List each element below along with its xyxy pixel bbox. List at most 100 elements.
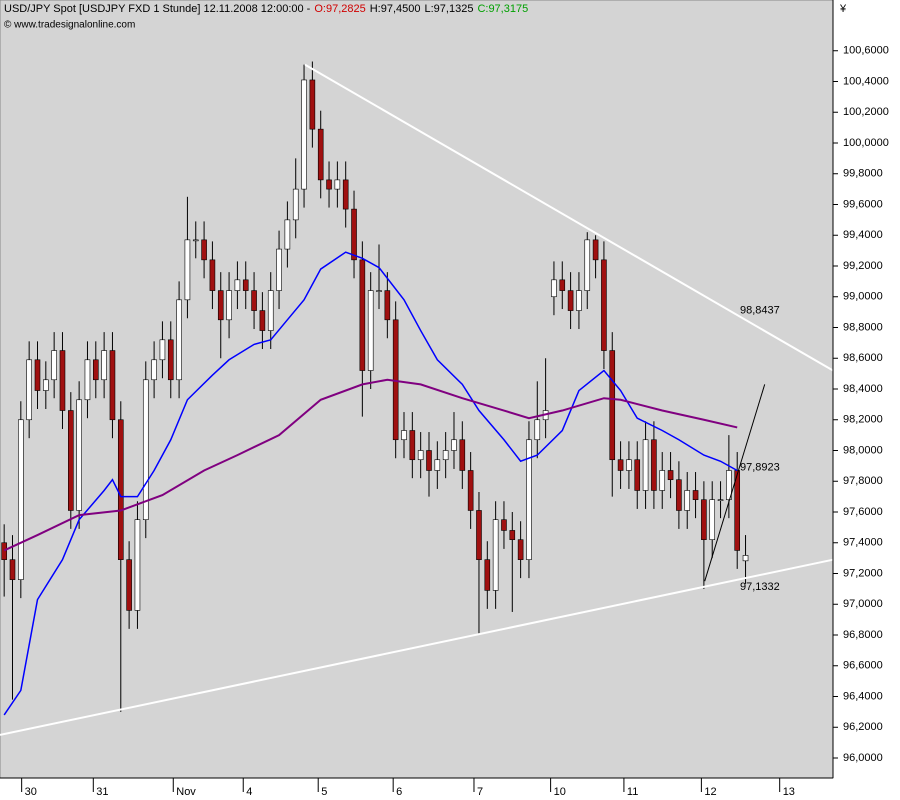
candle-body — [567, 290, 574, 311]
candle-body — [684, 490, 691, 511]
candle-body — [501, 519, 507, 531]
ohlc-label: C:97,3175 — [477, 3, 528, 15]
x-tick-label: 30 — [25, 786, 37, 798]
candle-body — [601, 259, 607, 351]
x-tick-label: 13 — [783, 786, 795, 798]
candle-body — [276, 248, 282, 291]
candle-body — [342, 179, 349, 210]
y-axis-label: ¥ — [839, 3, 847, 15]
candle-body — [284, 219, 291, 250]
candle-body — [142, 379, 149, 520]
candle-body — [51, 350, 57, 381]
x-tick-label: 31 — [96, 786, 108, 798]
candle-body — [1, 542, 7, 560]
candle-body — [84, 359, 91, 401]
candle-body — [667, 470, 674, 481]
subtitle: © www.tradesignalonline.com — [4, 20, 135, 31]
y-tick-label: 97,6000 — [843, 506, 883, 518]
y-tick-label: 99,6000 — [843, 198, 883, 210]
candle-body — [709, 499, 716, 540]
candle-body — [176, 299, 182, 381]
candle-body — [384, 290, 391, 321]
y-tick-label: 99,0000 — [843, 291, 883, 303]
y-tick-label: 99,2000 — [843, 260, 883, 272]
y-tick-label: 100,2000 — [843, 106, 889, 118]
y-tick-label: 98,8000 — [843, 321, 883, 333]
candle-body — [376, 290, 382, 292]
trend-line — [0, 558, 834, 736]
x-tick-label: 7 — [477, 786, 483, 798]
chart-title: USD/JPY Spot [USDJPY FXD 1 Stunde] 12.11… — [4, 3, 311, 15]
y-tick-label: 99,4000 — [843, 229, 883, 241]
candle-body — [717, 499, 724, 502]
average-line — [3, 378, 738, 552]
candle-body — [192, 239, 199, 242]
y-tick-label: 97,4000 — [843, 537, 883, 549]
y-tick-label: 96,2000 — [843, 721, 883, 733]
candle-body — [59, 350, 66, 411]
x-tick-label: 6 — [396, 786, 402, 798]
candle-body — [267, 290, 274, 331]
candle-body — [451, 439, 457, 451]
y-tick-label: 99,8000 — [843, 168, 883, 180]
candle-body — [167, 339, 174, 381]
candle-body — [476, 510, 482, 560]
candle-body — [442, 450, 449, 461]
candle-body — [317, 128, 324, 181]
candle-body — [576, 290, 582, 311]
candle-body — [484, 559, 491, 591]
candle-body — [159, 339, 166, 361]
candle-body — [92, 359, 99, 381]
candle-body — [18, 419, 24, 580]
candle-body — [584, 239, 591, 291]
candle-body — [301, 79, 307, 190]
plot-area — [0, 0, 834, 779]
candle-body — [201, 239, 207, 261]
trend-line — [704, 384, 766, 582]
candle-body — [509, 530, 516, 540]
y-tick-label: 98,0000 — [843, 444, 883, 456]
candle-body — [467, 470, 474, 511]
candle-body — [659, 470, 666, 491]
trend-line — [304, 63, 834, 372]
candle-body — [701, 499, 707, 540]
trend-label: 98,8437 — [740, 305, 780, 317]
candle-body — [459, 439, 466, 471]
candle-body — [9, 559, 16, 580]
candle-body — [101, 350, 107, 381]
candle-body — [517, 539, 524, 560]
y-tick-label: 100,4000 — [843, 75, 889, 87]
y-tick-label: 100,0000 — [843, 137, 889, 149]
candle-body — [292, 188, 299, 221]
candle-body — [326, 179, 332, 190]
candle-body — [692, 490, 699, 501]
candle-body — [417, 450, 424, 461]
candle-body — [109, 350, 116, 421]
x-tick-label: 12 — [704, 786, 716, 798]
y-tick-label: 97,2000 — [843, 567, 883, 579]
header: USD/JPY Spot [USDJPY FXD 1 Stunde] 12.11… — [4, 3, 528, 15]
candle-body — [234, 279, 241, 291]
candle-body — [126, 559, 132, 611]
candle-body — [367, 290, 374, 371]
candle-body — [309, 79, 316, 130]
x-tick-label: 10 — [554, 786, 566, 798]
candle-body — [251, 290, 257, 311]
x-tick-label: 4 — [246, 786, 252, 798]
candle-body — [359, 259, 366, 371]
ohlc-label: O:97,2825 — [314, 3, 365, 15]
average-line — [3, 251, 738, 716]
candle-body — [68, 410, 74, 511]
ohlc-label: L:97,1325 — [425, 3, 474, 15]
y-tick-label: 100,6000 — [843, 45, 889, 57]
ohlc-label: H:97,4500 — [370, 3, 421, 15]
candle-body — [626, 459, 632, 471]
candle-body — [134, 519, 141, 611]
y-tick-label: 98,4000 — [843, 383, 883, 395]
candle-body — [43, 379, 49, 391]
x-tick-label: 11 — [627, 786, 638, 798]
candle-body — [551, 279, 557, 298]
candle-body — [617, 459, 624, 471]
candle-body — [242, 279, 249, 291]
candle-body — [76, 399, 82, 511]
